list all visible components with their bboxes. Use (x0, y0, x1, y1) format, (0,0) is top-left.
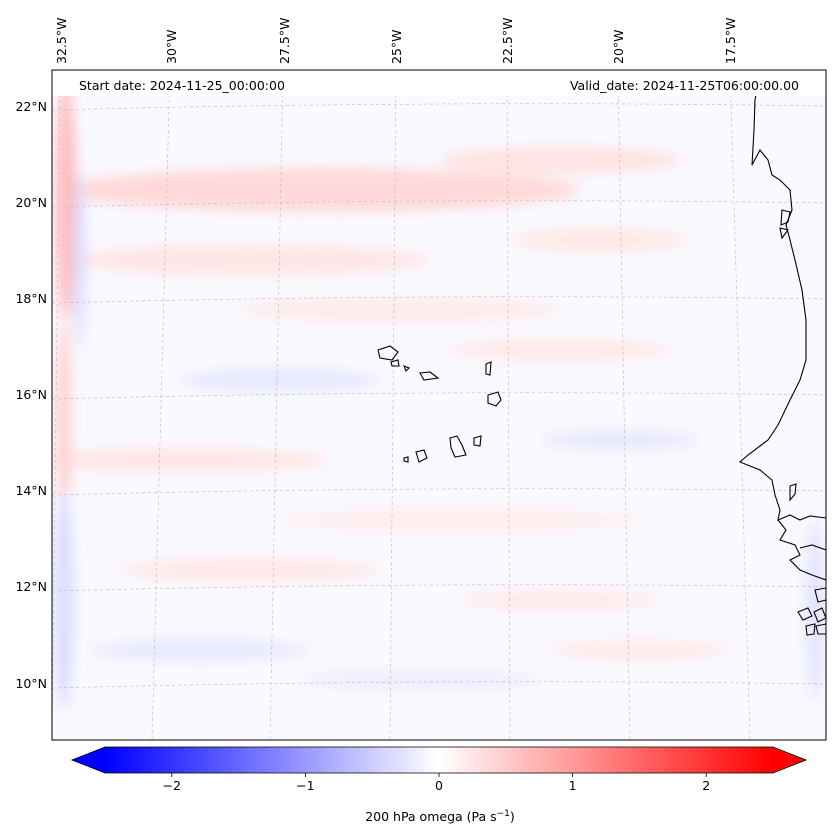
island-santiago (449, 435, 467, 458)
lat-label-20n: 20°N (15, 195, 47, 210)
coast-islet-c (789, 483, 797, 502)
island-maio (473, 435, 482, 447)
valid-date-label: Valid_date: 2024-11-25T06:00:00.00 (570, 78, 799, 93)
lon-label-27-5w: 27.5°W (277, 18, 292, 64)
parallel-18n (52, 296, 826, 304)
meridian-22-5w (506, 70, 511, 740)
island-sao-nicolau (419, 371, 440, 381)
bijagos-e (815, 623, 826, 635)
lon-label-32-5w: 32.5°W (54, 18, 69, 64)
parallel-16n (52, 392, 826, 400)
island-brava (403, 456, 409, 463)
meridian-17-5w (729, 70, 751, 740)
colorbar-outline (70, 746, 808, 774)
africa-coast (738, 70, 826, 521)
colorbar-ticks: −2 −1 0 1 2 (163, 773, 710, 793)
west-africa-coast-south (777, 519, 826, 581)
colorbar-tick-label: 1 (569, 778, 577, 793)
colorbar-tick-label: −1 (296, 778, 314, 793)
coastlines (377, 70, 826, 636)
parallel-12n (52, 584, 826, 592)
bijagos-b (797, 607, 813, 621)
coast-islet-b (779, 227, 789, 240)
gambia-coast (799, 544, 826, 551)
colorbar-tick-label: −2 (163, 778, 181, 793)
bijagos-d (805, 623, 816, 636)
lon-label-17-5w: 17.5°W (723, 18, 738, 64)
coast-islet-a (780, 209, 791, 226)
lon-label-30w: 30°W (164, 29, 179, 64)
start-date-label: Start date: 2024-11-25_00:00:00 (79, 78, 285, 93)
colorbar-extend-max (773, 747, 806, 773)
meridian-32-5w (52, 70, 61, 740)
lat-label-10n: 10°N (15, 676, 47, 691)
colorbar: −2 −1 0 1 2 200 hPa omega (Pa s−1) (70, 746, 808, 824)
parallel-10n (52, 681, 826, 689)
map-frame (51, 69, 827, 741)
lat-label-14n: 14°N (15, 483, 47, 498)
parallel-14n (52, 488, 826, 496)
island-fogo (415, 449, 428, 463)
longitude-labels: 32.5°W 30°W 27.5°W 25°W 22.5°W 20°W 17.5… (54, 18, 738, 64)
island-boa-vista (487, 391, 502, 407)
parallel-20n (52, 200, 826, 208)
latitude-labels: 22°N 20°N 18°N 16°N 14°N 12°N 10°N (15, 99, 47, 691)
island-santa-luzia (403, 365, 410, 372)
lon-label-20w: 20°W (611, 29, 626, 64)
meridian-20w (617, 70, 631, 740)
lat-label-12n: 12°N (15, 579, 47, 594)
colorbar-tick-label: 2 (702, 778, 710, 793)
bijagos-a (814, 587, 826, 603)
lon-label-25w: 25°W (389, 29, 404, 64)
meridian-27-5w (269, 70, 284, 740)
colorbar-extend-min (72, 747, 105, 773)
date-header-band (52, 70, 826, 96)
colorbar-tick-label: 0 (435, 778, 443, 793)
colorbar-label: 200 hPa omega (Pa s−1) (365, 809, 515, 824)
island-sal (485, 361, 492, 376)
meridian-30w (151, 70, 171, 740)
island-sao-vicente (390, 359, 400, 367)
bijagos-c (813, 607, 826, 623)
lon-label-22-5w: 22.5°W (500, 18, 515, 64)
lat-label-16n: 16°N (15, 387, 47, 402)
parallel-22n (52, 103, 826, 111)
lat-label-22n: 22°N (15, 99, 47, 114)
colorbar-body (105, 747, 773, 773)
island-santo-antao (377, 345, 399, 361)
lat-label-18n: 18°N (15, 291, 47, 306)
gridlines (52, 70, 826, 740)
meridian-25w (389, 70, 397, 740)
